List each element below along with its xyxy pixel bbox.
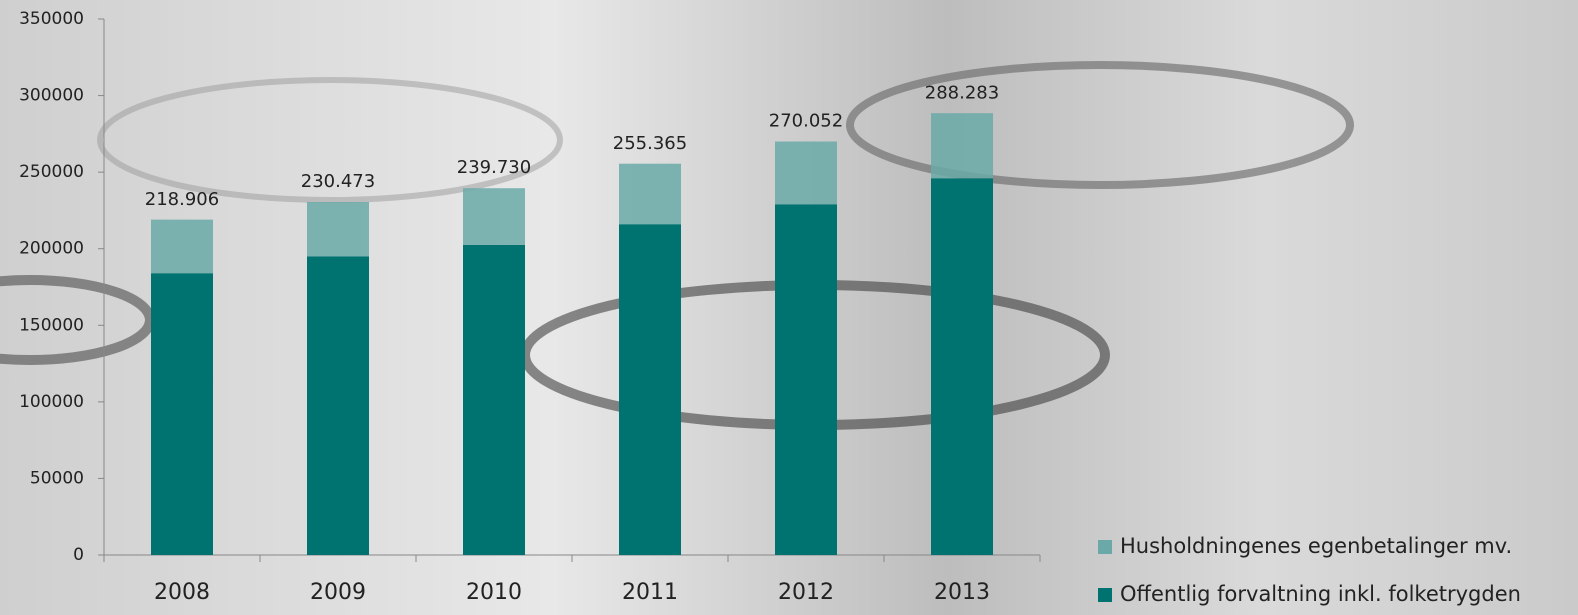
bar-segment [151,273,213,555]
x-tick-label: 2009 [310,580,366,605]
bar-segment [307,202,369,257]
total-label: 218.906 [145,189,219,210]
decor [97,77,563,203]
decor [0,275,155,365]
y-tick-label: 150000 [19,315,84,335]
x-tick-label: 2008 [154,580,210,605]
y-tick-label: 250000 [19,162,84,182]
bar-segment [931,113,993,179]
x-tick-label: 2010 [466,580,522,605]
y-tick-label: 300000 [19,86,84,106]
bar-segment [619,163,681,225]
y-tick-label: 0 [73,545,84,565]
legend-swatch [1098,588,1112,602]
bar-segment [463,244,525,555]
legend-label: Husholdningenes egenbetalinger mv. [1120,534,1512,558]
bar-segment [619,224,681,555]
total-label: 288.283 [925,83,999,104]
legend-label: Offentlig forvaltning inkl. folketrygden [1120,582,1521,606]
legend-swatch [1098,540,1112,554]
bar-segment [307,256,369,555]
x-tick-label: 2011 [622,580,678,605]
y-tick-label: 50000 [30,468,84,488]
x-tick-label: 2012 [778,580,834,605]
y-tick-label: 350000 [19,9,84,29]
bar-segment [931,178,993,556]
total-label: 230.473 [301,171,375,192]
total-label: 255.365 [613,133,687,154]
bar-segment [151,219,213,274]
bar-segment [775,204,837,555]
x-tick-label: 2013 [934,580,990,605]
decor [846,61,1354,189]
plot: 0 50000 100000 150000 200000 250000 300000 3500… [19,9,1521,606]
bar-segment [775,141,837,205]
y-tick-label: 200000 [19,239,84,259]
total-label: 239.730 [457,157,531,178]
y-tick-label: 100000 [19,392,84,412]
bar-segment [463,188,525,245]
total-label: 270.052 [769,110,843,131]
